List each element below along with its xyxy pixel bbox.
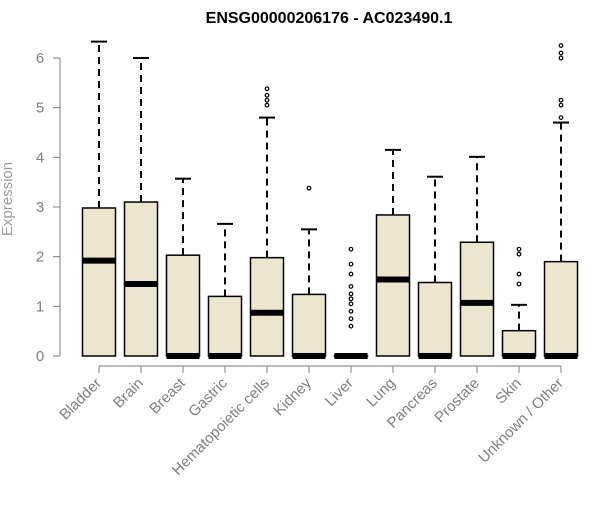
outlier-point — [264, 102, 270, 108]
outlier-point — [348, 271, 354, 277]
y-axis-label: Expression — [0, 162, 16, 236]
box-group — [81, 40, 117, 357]
outlier-point — [558, 43, 564, 48]
box — [501, 329, 537, 357]
y-tick-label: 5 — [36, 100, 44, 117]
box — [375, 214, 411, 357]
box — [81, 207, 117, 357]
x-tick-label: Bladder — [56, 375, 105, 424]
box-group — [123, 57, 159, 357]
boxes-layer — [81, 40, 579, 359]
y-tick-label: 3 — [36, 199, 44, 216]
outlier-point — [558, 50, 564, 56]
outlier-point — [348, 296, 354, 302]
outlier-point — [558, 115, 564, 120]
box — [165, 254, 201, 357]
outlier-point — [558, 102, 564, 108]
outlier-point — [306, 185, 312, 191]
outlier-point — [348, 246, 354, 252]
outlier-point — [348, 291, 354, 297]
box-group — [249, 86, 285, 357]
outlier-point — [516, 271, 522, 277]
box-group — [459, 155, 495, 357]
box-group — [417, 175, 453, 359]
outlier-point — [348, 316, 354, 322]
x-tick-label: Kidney — [270, 374, 315, 419]
box — [207, 295, 243, 357]
outlier-point — [348, 301, 354, 307]
outlier-point — [264, 97, 270, 103]
x-tick-label: Brain — [110, 375, 147, 412]
box-group — [543, 43, 579, 359]
box — [417, 281, 453, 357]
box — [123, 201, 159, 357]
outlier-point — [348, 308, 354, 314]
outlier-point — [264, 86, 270, 92]
outlier-point — [558, 97, 564, 103]
x-tick-label: Skin — [492, 375, 525, 408]
box — [543, 260, 579, 357]
box-group — [165, 177, 201, 359]
outlier-point — [516, 246, 522, 252]
y-tick-label: 0 — [36, 348, 44, 365]
box — [291, 293, 327, 357]
outlier-point — [348, 261, 354, 267]
y-tick-label: 4 — [36, 149, 44, 166]
x-tick-label: Liver — [322, 375, 357, 410]
box-group — [501, 246, 537, 359]
outlier-point — [264, 92, 270, 98]
box — [249, 256, 285, 357]
x-tick-label: Lung — [363, 375, 399, 411]
box-group — [207, 222, 243, 359]
box-group — [291, 185, 327, 359]
outlier-point — [348, 323, 354, 329]
box-group — [333, 246, 369, 359]
box — [459, 241, 495, 357]
x-tick-label: Prostate — [431, 375, 483, 427]
outlier-point — [516, 281, 522, 287]
y-axis: 0 1 2 3 4 5 6 — [36, 50, 61, 365]
chart-title: ENSG00000206176 - AC023490.1 — [206, 10, 453, 27]
y-tick-label: 2 — [36, 249, 44, 266]
y-tick-label: 6 — [36, 50, 44, 67]
x-tick-label: Breast — [146, 374, 189, 417]
y-tick-label: 1 — [36, 298, 44, 315]
outlier-point — [516, 251, 522, 257]
outlier-point — [348, 284, 354, 289]
box-group — [375, 148, 411, 357]
outlier-point — [558, 55, 564, 61]
